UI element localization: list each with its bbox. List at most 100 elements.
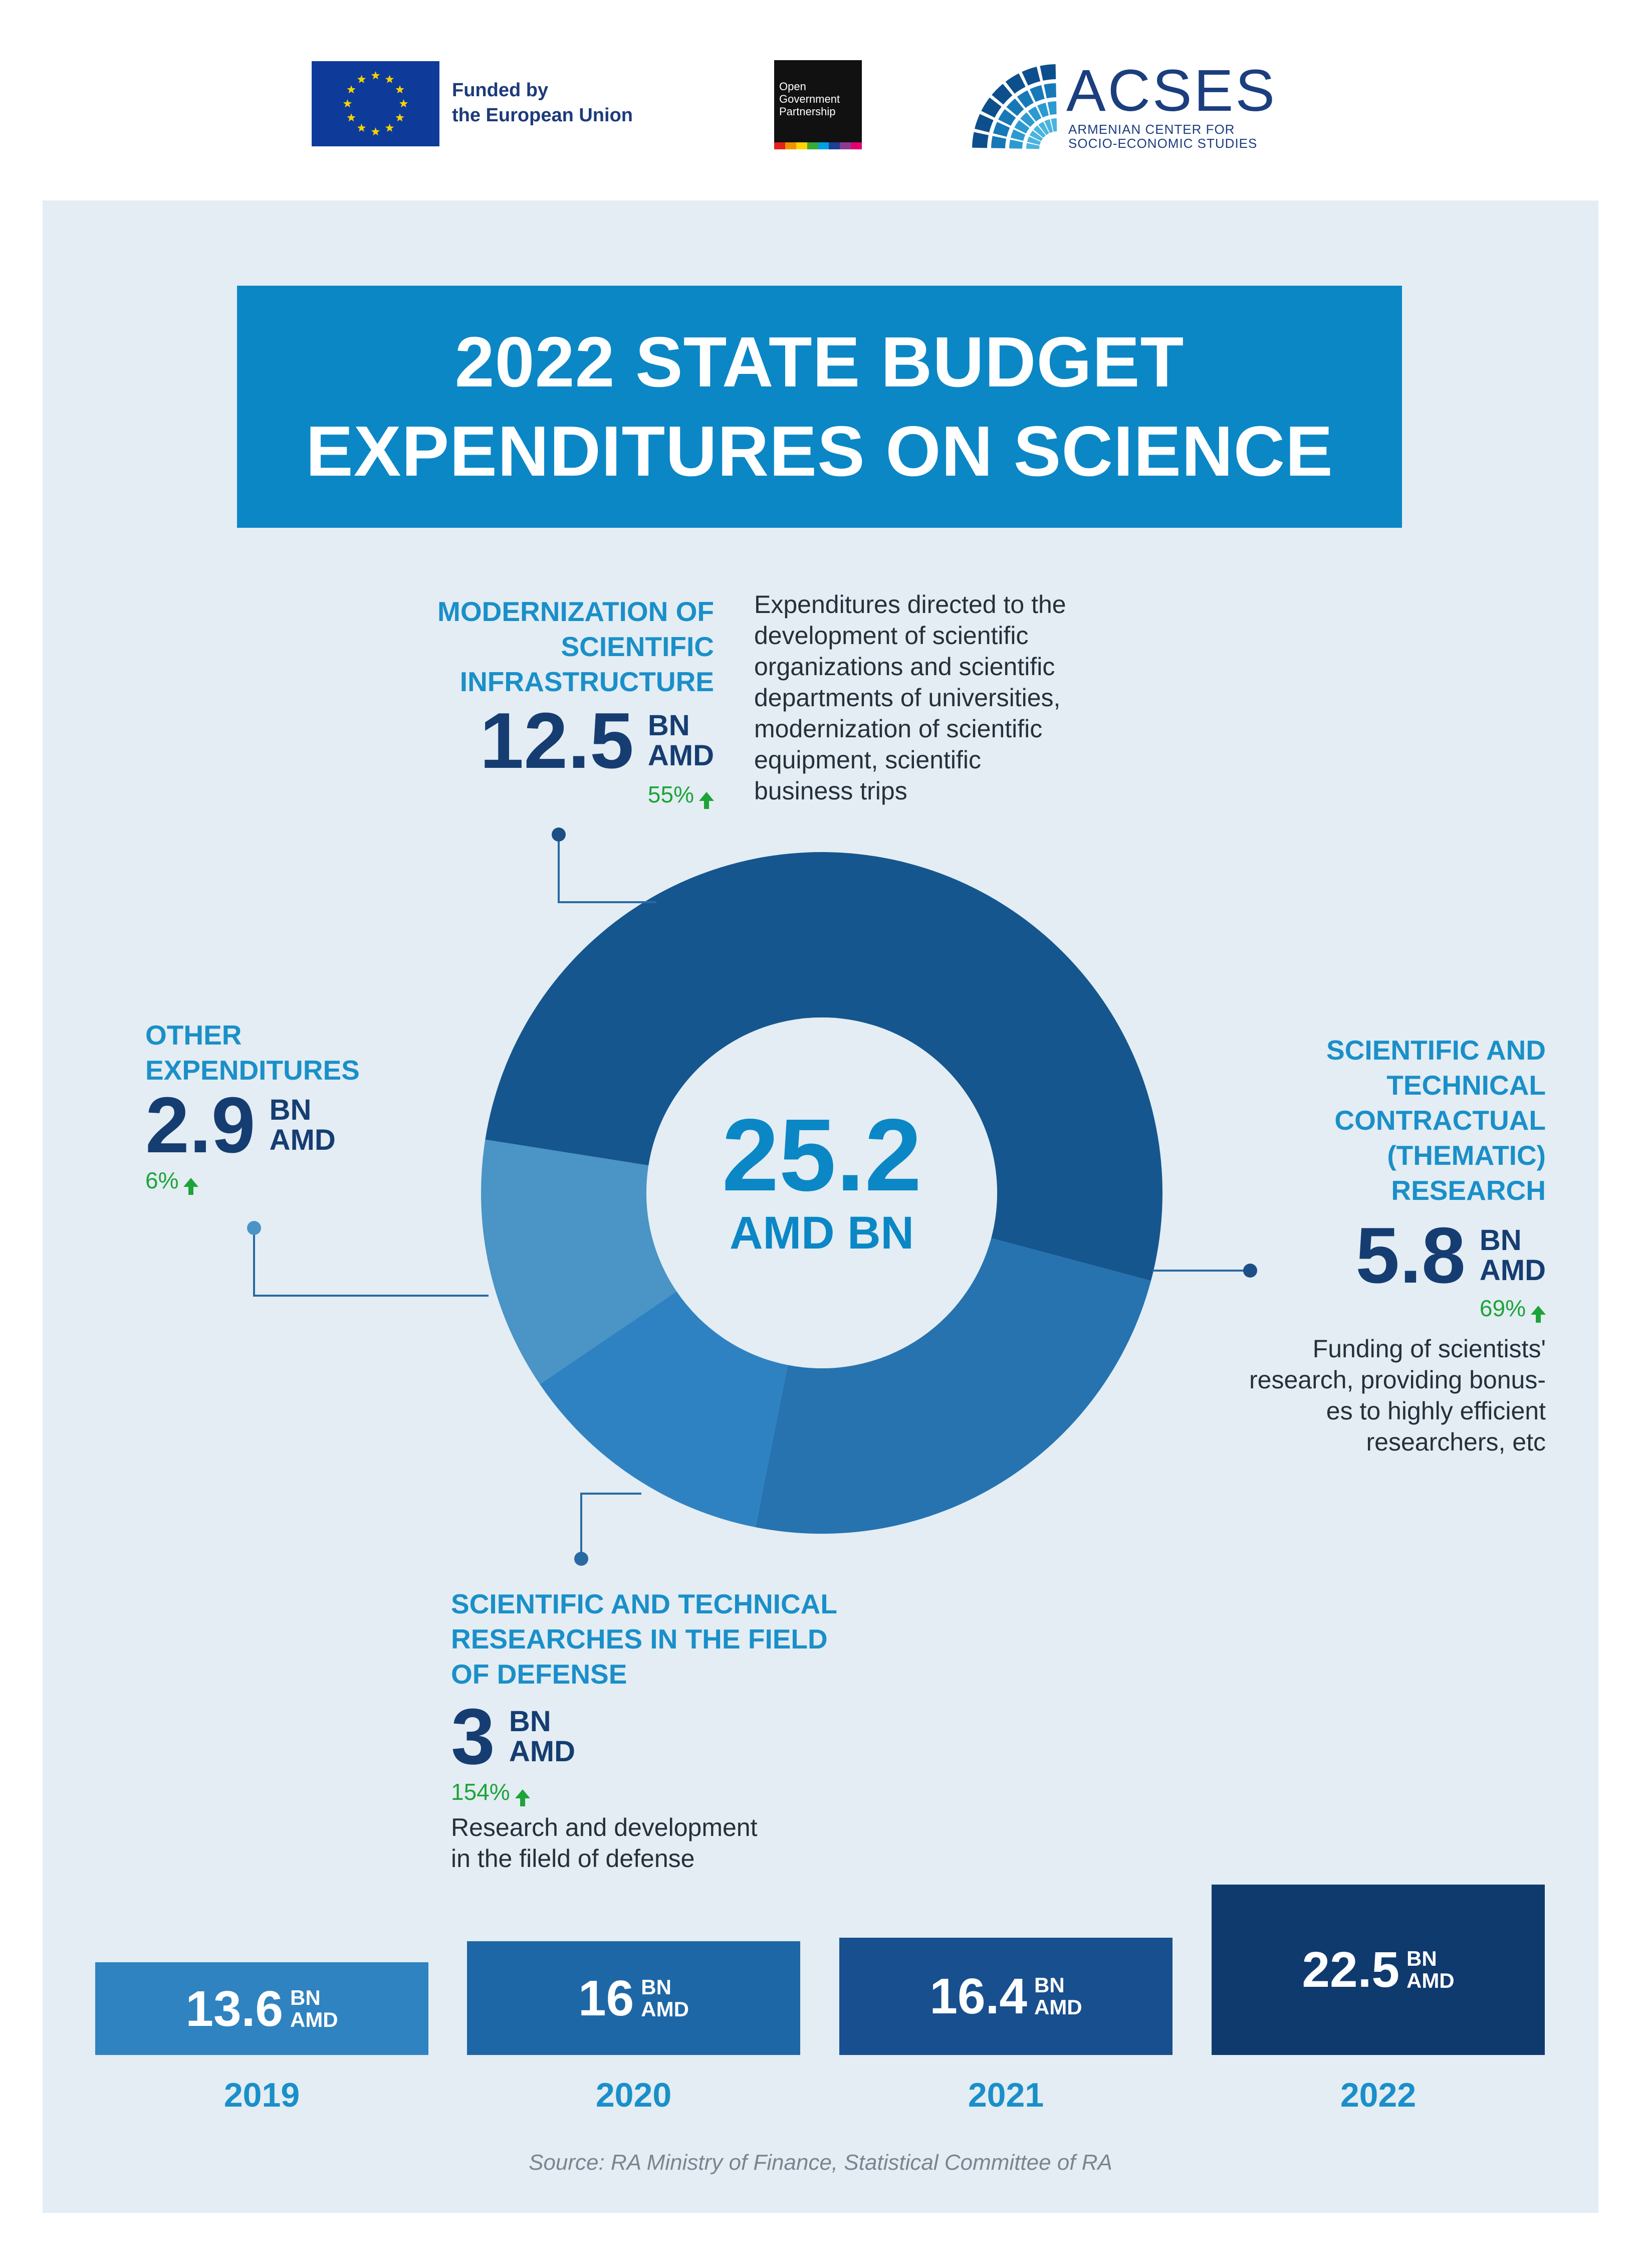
acses-ray bbox=[1040, 64, 1056, 81]
connector-infrastructure bbox=[558, 835, 656, 903]
thematic-title-line1: SCIENTIFIC AND bbox=[1326, 1035, 1546, 1066]
up-arrow-icon bbox=[515, 1789, 530, 1806]
thematic-title-line5: RESEARCH bbox=[1391, 1175, 1546, 1206]
infrastructure-value-group: 12.5 BN AMD bbox=[451, 701, 714, 781]
defense-unit-bottom: AMD bbox=[509, 1735, 575, 1768]
acses-ray bbox=[1028, 106, 1042, 122]
infrastructure-value: 12.5 bbox=[480, 697, 634, 785]
eu-stars-icon bbox=[343, 71, 408, 136]
acses-ray bbox=[993, 122, 1010, 137]
donut-center-label: 25.2 AMD BN bbox=[646, 1103, 997, 1259]
eu-text-line2: the European Union bbox=[452, 105, 633, 126]
connector-dot-other bbox=[247, 1221, 261, 1235]
infrastructure-description: Expenditures directed to the development… bbox=[754, 589, 1145, 806]
eu-star-icon bbox=[385, 75, 394, 83]
acses-ray bbox=[1044, 83, 1056, 99]
acses-name: ACSES bbox=[1066, 58, 1277, 124]
ogp-line3: Partnership bbox=[779, 105, 836, 118]
thematic-title-line3: CONTRACTUAL bbox=[1334, 1105, 1546, 1136]
defense-unit-top: BN bbox=[509, 1705, 551, 1738]
infrastructure-title-line2: SCIENTIFIC bbox=[561, 631, 714, 662]
donut-slice-defense bbox=[540, 1291, 788, 1527]
acses-ray bbox=[1033, 125, 1046, 138]
acses-ray bbox=[1022, 67, 1041, 86]
infrastructure-desc-line1: Expenditures directed to the bbox=[754, 590, 1066, 618]
acses-ray bbox=[1006, 98, 1024, 116]
acses-ray bbox=[1037, 102, 1049, 118]
defense-desc-line1: Research and development bbox=[451, 1813, 758, 1841]
acses-ray bbox=[1009, 139, 1023, 149]
thematic-value-group: 5.8 BN AMD bbox=[1253, 1215, 1546, 1296]
ogp-line2: Government bbox=[779, 93, 840, 105]
donut-hole bbox=[646, 1017, 997, 1368]
acses-subtitle: ARMENIAN CENTER FOR SOCIO-ECONOMIC STUDI… bbox=[1068, 122, 1257, 150]
eu-funding-text: Funded by the European Union bbox=[452, 78, 633, 128]
infrastructure-unit-top: BN bbox=[647, 709, 690, 742]
thematic-description: Funding of scientists' research, providi… bbox=[1173, 1333, 1546, 1458]
acses-ray bbox=[1005, 73, 1026, 94]
connector-dot-thematic bbox=[1243, 1264, 1257, 1278]
infrastructure-title-line3: INFRASTRUCTURE bbox=[459, 666, 714, 697]
infrastructure-unit-bottom: AMD bbox=[647, 739, 714, 772]
other-title-line1: OTHER bbox=[145, 1019, 242, 1051]
other-value: 2.9 bbox=[145, 1081, 256, 1169]
ogp-logo: Open Government Partnership bbox=[774, 60, 862, 149]
defense-title-line1: SCIENTIFIC AND TECHNICAL bbox=[451, 1588, 837, 1619]
title-banner: 2022 STATE BUDGET EXPENDITURES ON SCIENC… bbox=[237, 286, 1402, 528]
eu-star-icon bbox=[395, 85, 404, 94]
defense-description: Research and development in the fileld o… bbox=[451, 1812, 852, 1874]
acses-ray bbox=[1010, 129, 1026, 141]
acses-logo-icon bbox=[967, 59, 1057, 149]
donut-center-unit: AMD BN bbox=[730, 1207, 914, 1259]
thematic-unit-bottom: AMD bbox=[1479, 1254, 1546, 1287]
other-value-group: 2.9 BN AMD bbox=[145, 1085, 336, 1165]
eu-star-icon bbox=[357, 75, 366, 83]
acses-ray bbox=[1030, 85, 1045, 102]
ogp-color-stripes bbox=[774, 142, 862, 149]
donut-slice-thematic bbox=[755, 1238, 1151, 1534]
up-arrow-icon bbox=[183, 1177, 199, 1195]
infrastructure-pct: 55% bbox=[647, 781, 694, 807]
connector-dot-infrastructure bbox=[552, 828, 566, 842]
thematic-title-line4: (THEMATIC) bbox=[1387, 1140, 1546, 1171]
defense-pct-group: 154% bbox=[451, 1779, 530, 1806]
eu-star-icon bbox=[395, 113, 404, 122]
acses-ray bbox=[1020, 112, 1035, 127]
eu-star-icon bbox=[357, 123, 366, 132]
infrastructure-desc-line4: departments of universities, bbox=[754, 684, 1061, 712]
up-arrow-icon bbox=[699, 791, 714, 809]
defense-title-line3: OF DEFENSE bbox=[451, 1659, 627, 1690]
acses-sub-line1: ARMENIAN CENTER FOR bbox=[1068, 122, 1235, 137]
thematic-value: 5.8 bbox=[1355, 1211, 1466, 1300]
acses-ray bbox=[1044, 119, 1053, 133]
other-unit-bottom: AMD bbox=[269, 1124, 336, 1156]
thematic-desc-line1: Funding of scientists' bbox=[1312, 1335, 1546, 1363]
thematic-title: SCIENTIFIC AND TECHNICAL CONTRACTUAL (TH… bbox=[1193, 1033, 1546, 1208]
thematic-unit-top: BN bbox=[1479, 1224, 1522, 1257]
eu-star-icon bbox=[385, 123, 394, 132]
acses-ray bbox=[1038, 121, 1049, 135]
infrastructure-desc-line5: modernization of scientific bbox=[754, 715, 1043, 743]
acses-ray bbox=[992, 84, 1013, 105]
infrastructure-desc-line7: business trips bbox=[754, 777, 907, 805]
eu-star-icon bbox=[371, 127, 380, 136]
thematic-pct-group: 69% bbox=[1353, 1296, 1546, 1323]
eu-star-icon bbox=[347, 113, 356, 122]
connector-defense bbox=[580, 1493, 641, 1559]
defense-pct: 154% bbox=[451, 1779, 510, 1805]
title-line1: 2022 STATE BUDGET bbox=[454, 322, 1185, 402]
acses-ray bbox=[981, 97, 1002, 118]
defense-desc-line2: in the fileld of defense bbox=[451, 1844, 695, 1873]
defense-value: 3 bbox=[451, 1693, 495, 1781]
infrastructure-desc-line2: development of scientific bbox=[754, 622, 1029, 650]
acses-ray bbox=[1026, 143, 1040, 149]
eu-text-line1: Funded by bbox=[452, 80, 549, 101]
eu-star-icon bbox=[399, 99, 408, 108]
acses-ray bbox=[972, 132, 989, 148]
other-pct-group: 6% bbox=[145, 1168, 199, 1195]
acses-ray bbox=[991, 136, 1007, 148]
other-title: OTHER EXPENDITURES bbox=[145, 1017, 446, 1088]
acses-ray bbox=[1017, 90, 1034, 108]
defense-title-line2: RESEARCHES IN THE FIELD bbox=[451, 1623, 828, 1655]
